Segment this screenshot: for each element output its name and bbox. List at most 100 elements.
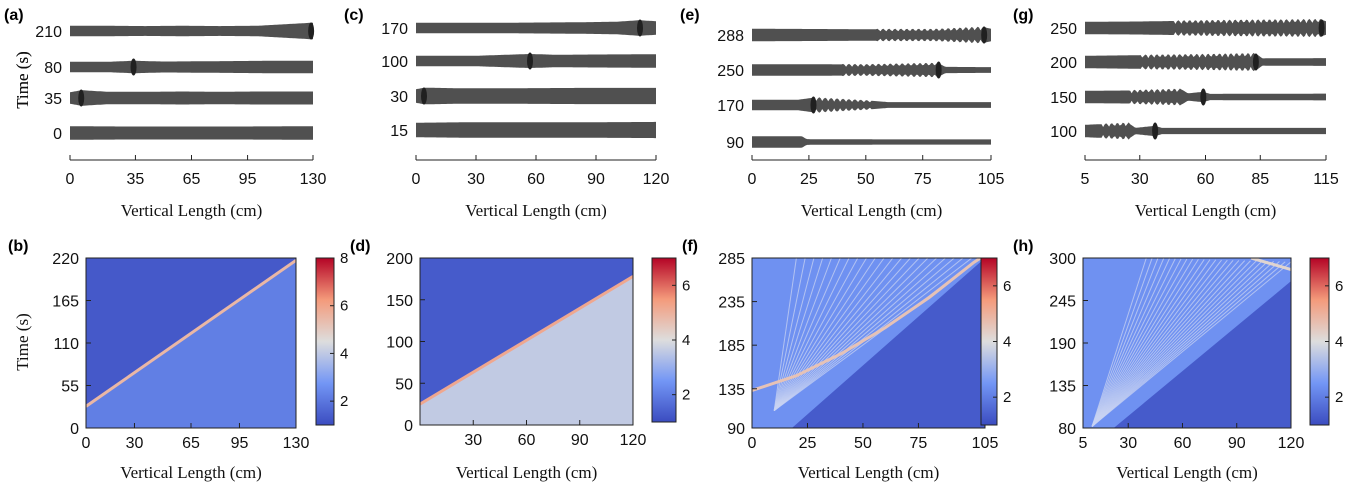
x-tick-label: 0 [412, 171, 421, 188]
heatmap-area [86, 258, 296, 428]
panel-label: (d) [350, 238, 370, 255]
x-tick-label: 95 [231, 435, 249, 452]
x-tick-label: 75 [914, 171, 932, 188]
bulge-mark [810, 96, 817, 114]
row-time-label: 30 [390, 89, 408, 106]
wave-streak [773, 258, 920, 411]
x-tick-label: 30 [1119, 435, 1137, 452]
colorbar-tick-label: 4 [340, 345, 348, 362]
x-tick-label: 65 [182, 435, 200, 452]
bulge-ridge [86, 259, 296, 408]
x-tick-label: 30 [464, 432, 482, 449]
wave-streak [1091, 259, 1222, 427]
x-tick-label: 65 [183, 171, 201, 188]
wave-streak [773, 258, 894, 411]
y-axis-label: Time (s) [13, 313, 32, 370]
x-tick-label: 30 [126, 435, 144, 452]
wave-streak [773, 258, 929, 411]
colorbar-tick-label: 6 [682, 277, 690, 294]
panel-e: 288 250 170 90 0 25 50 75 105 Vertical Length (cm… [680, 7, 1004, 220]
row-time-label: 250 [717, 63, 744, 80]
wave-streak [1091, 258, 1182, 427]
x-axis-label: Vertical Length (cm) [456, 463, 598, 482]
wave-streak [1091, 259, 1234, 427]
panel-d: 30 60 90 120 0 50 100 150 200 Vertical Length (cm… [350, 238, 690, 482]
bulge-mark [1152, 122, 1159, 140]
wave-streak [1091, 260, 1263, 427]
wave-streak [1091, 261, 1280, 427]
panel-f: 0 25 50 75 105 90 135 185 235 285 Vertical Length … [682, 238, 1011, 482]
x-axis-label: Vertical Length (cm) [798, 463, 940, 482]
y-tick-label: 190 [1049, 336, 1076, 353]
bulge-mark [421, 87, 427, 105]
wave-streak [1091, 260, 1251, 427]
y-tick-label: 55 [61, 379, 79, 396]
wave-streak [773, 258, 867, 411]
y-tick-label: 135 [1049, 379, 1076, 396]
panel-g: 250 200 150 100 5 30 60 85 115 Vertical Length (c… [1013, 7, 1339, 220]
wave-streak [1091, 258, 1188, 427]
bulge-mark [1200, 88, 1207, 106]
x-tick-label: 120 [1278, 435, 1305, 452]
row-time-label: 0 [53, 126, 62, 143]
x-tick-label: 115 [1313, 171, 1339, 188]
wave-streak [1091, 258, 1176, 427]
panel-label: (h) [1013, 238, 1033, 255]
thread-profile [416, 121, 656, 139]
panel-label: (b) [8, 238, 28, 255]
heatmap-region [1113, 281, 1291, 428]
thread-profile [416, 20, 656, 36]
x-tick-label: 75 [910, 435, 928, 452]
row-time-label: 100 [381, 54, 408, 71]
x-axis-label: Vertical Length (cm) [465, 201, 607, 220]
row-time-label: 170 [381, 21, 408, 38]
thread-profile [70, 126, 313, 140]
x-tick-label: 50 [854, 435, 872, 452]
heatmap-region [791, 258, 985, 428]
y-tick-label: 50 [395, 376, 413, 393]
wave-streak [1091, 258, 1165, 427]
thread-profile [752, 136, 991, 148]
x-tick-label: 5 [1079, 435, 1088, 452]
heatmap-region [86, 260, 296, 428]
colorbar: 2 4 6 [651, 257, 690, 423]
colorbar-tick-label: 4 [1003, 334, 1011, 351]
thread-profile [70, 60, 313, 74]
colorbar-tick-label: 4 [1335, 334, 1343, 351]
colorbar-tick-label: 2 [1003, 389, 1011, 406]
wave-streak [773, 258, 964, 411]
panel-c: 170 100 30 15 0 30 60 90 120 Vertical Length (cm)… [13, 7, 669, 220]
x-tick-label: 0 [748, 435, 757, 452]
x-tick-label: 95 [239, 171, 257, 188]
y-tick-label: 165 [52, 294, 79, 311]
x-tick-label: 105 [978, 171, 1005, 188]
x-tick-label: 0 [748, 171, 757, 188]
x-tick-label: 120 [643, 171, 670, 188]
colorbar-tick-label: 8 [340, 250, 348, 267]
y-tick-label: 235 [718, 295, 745, 312]
y-tick-label: 220 [52, 251, 79, 268]
colorbar: 2 4 6 [980, 257, 1011, 426]
heatmap-region [420, 276, 633, 425]
thread-profile [416, 54, 656, 68]
panel-label: (a) [4, 7, 24, 24]
y-tick-label: 245 [1049, 294, 1076, 311]
y-tick-label: 200 [386, 251, 413, 268]
bulge-mark [527, 52, 533, 70]
y-tick-label: 0 [404, 418, 413, 435]
row-time-label: 15 [390, 123, 408, 140]
wave-streak [1091, 259, 1211, 427]
wave-streak [773, 258, 832, 411]
wave-streak [773, 258, 955, 411]
bulge-mark [308, 22, 315, 40]
wave-streak [1091, 258, 1159, 427]
y-tick-label: 300 [1049, 251, 1076, 268]
x-axis-label: Vertical Length (cm) [801, 201, 943, 220]
row-time-label: 170 [717, 98, 744, 115]
y-tick-label: 185 [718, 338, 745, 355]
bulge-ridge [752, 258, 982, 392]
row-time-label: 200 [1050, 55, 1077, 72]
wave-streak [1091, 260, 1257, 427]
wave-streak [773, 258, 885, 411]
x-tick-label: 0 [66, 171, 75, 188]
